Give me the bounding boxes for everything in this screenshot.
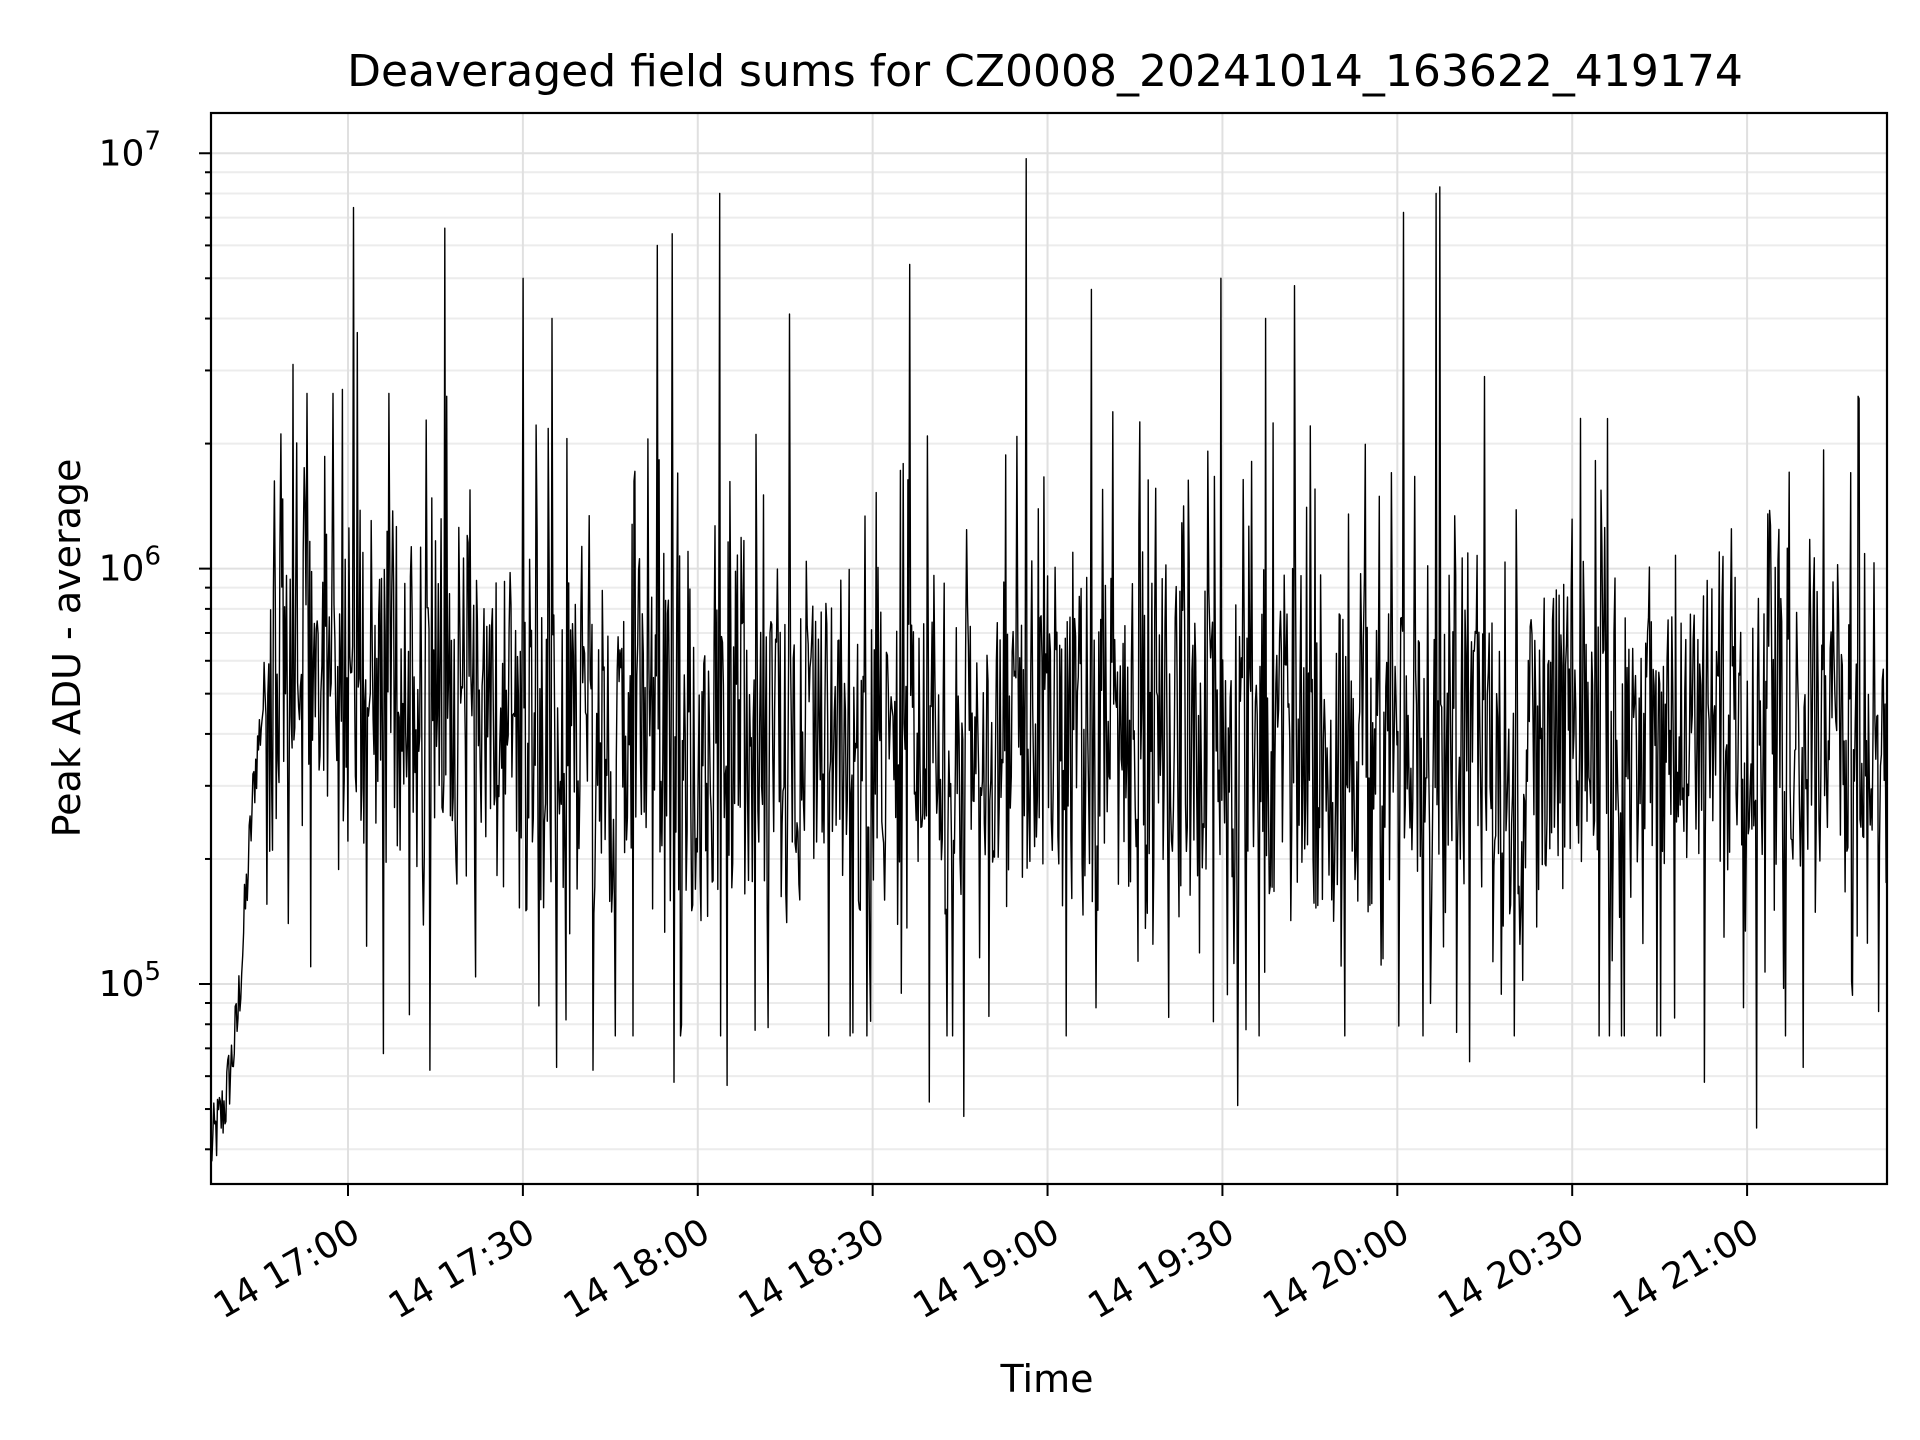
chart-title: Deaveraged field sums for CZ0008_2024101…: [347, 46, 1743, 97]
series-line: [210, 158, 1888, 1162]
x-axis-label: Time: [1000, 1357, 1094, 1401]
y-axis-label: Peak ADU - average: [45, 459, 89, 838]
y-axis: 105 106 107: [99, 126, 211, 1151]
y-tick-label: 107: [99, 126, 161, 174]
y-tick-label: 105: [99, 957, 161, 1005]
plot-area: [210, 158, 1888, 1162]
plot-frame: [209, 111, 1889, 1186]
y-tick-label: 106: [99, 542, 161, 590]
